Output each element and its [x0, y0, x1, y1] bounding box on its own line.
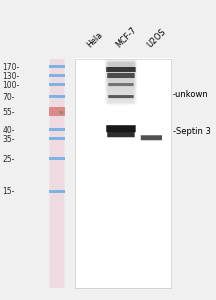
Bar — [49, 137, 65, 140]
Bar — [49, 83, 65, 86]
Text: 35-: 35- — [2, 135, 15, 144]
Text: 55-: 55- — [2, 108, 15, 117]
Bar — [49, 58, 65, 288]
Text: 70-: 70- — [2, 93, 15, 102]
Text: 170-: 170- — [2, 63, 19, 72]
Text: MCF-7: MCF-7 — [115, 26, 139, 50]
Bar — [49, 157, 65, 160]
Bar — [49, 106, 65, 116]
Text: 100-: 100- — [2, 81, 19, 90]
Bar — [75, 58, 171, 288]
Text: 40-: 40- — [2, 126, 15, 135]
Bar — [75, 58, 171, 288]
Text: 15-: 15- — [2, 188, 14, 196]
Text: Hela: Hela — [86, 30, 105, 50]
Text: -Septin 3: -Septin 3 — [173, 128, 211, 136]
Bar — [49, 128, 65, 131]
Text: 130-: 130- — [2, 72, 19, 81]
Bar — [49, 95, 65, 98]
Bar — [50, 58, 64, 288]
Text: U2OS: U2OS — [145, 27, 167, 50]
Text: -unkown: -unkown — [173, 90, 209, 99]
Text: 25-: 25- — [2, 154, 14, 164]
Bar — [49, 74, 65, 77]
Text: 55: 55 — [59, 111, 64, 116]
Bar — [49, 65, 65, 68]
Bar — [49, 190, 65, 193]
